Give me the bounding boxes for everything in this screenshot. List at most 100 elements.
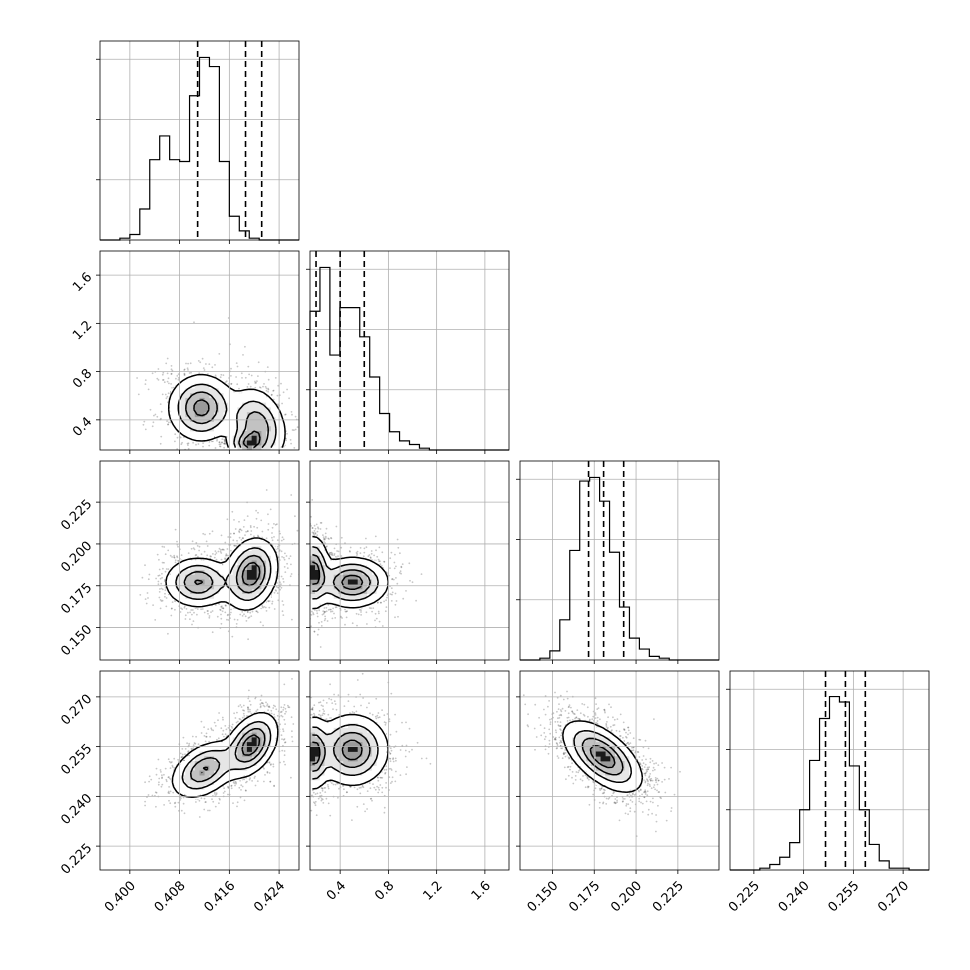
panel-frame (99, 250, 300, 451)
sample-point (293, 598, 295, 600)
sample-point (283, 485, 285, 487)
sample-point (291, 618, 293, 621)
sample-point (303, 566, 305, 568)
sample-point (214, 550, 217, 552)
sample-point (225, 553, 228, 555)
sample-point (216, 615, 219, 618)
sample-point (191, 609, 194, 611)
sample-point (360, 611, 362, 613)
sample-point (328, 538, 330, 540)
sample-point (218, 464, 220, 466)
sample-point (167, 392, 170, 395)
sample-point (139, 594, 142, 596)
sample-point (212, 455, 214, 457)
sample-point (199, 361, 202, 364)
sample-point (147, 388, 150, 391)
sample-point (213, 556, 216, 559)
sample-point (302, 556, 304, 558)
sample-point (251, 456, 253, 458)
sample-point (248, 458, 250, 460)
contour-line-3 (193, 399, 261, 449)
sample-point (375, 617, 378, 620)
sample-point (142, 423, 145, 426)
sample-point (207, 610, 209, 612)
sample-point (162, 371, 165, 374)
sample-point (195, 542, 198, 544)
sample-point (144, 598, 147, 600)
sample-point (254, 454, 256, 456)
sample-point (329, 552, 332, 554)
sample-point (160, 410, 163, 413)
sample-point (244, 452, 246, 454)
sample-point (304, 549, 306, 551)
sample-point (218, 441, 221, 443)
sample-point (280, 575, 283, 578)
sample-point (147, 578, 150, 581)
sample-point (322, 534, 324, 536)
sample-point (355, 612, 358, 615)
sample-point (281, 600, 284, 602)
sample-point (262, 385, 264, 388)
sample-point (303, 554, 305, 556)
sample-point (281, 462, 283, 464)
sample-point (331, 610, 334, 613)
sample-point (294, 614, 296, 616)
sample-point (223, 446, 226, 449)
sample-point (304, 559, 306, 561)
sample-point (306, 569, 308, 571)
sample-point (255, 517, 258, 520)
sample-point (301, 546, 303, 548)
sample-point (281, 610, 284, 613)
sample-point (244, 615, 247, 618)
sample-point (307, 597, 309, 599)
sample-point (198, 549, 201, 552)
sample-point (183, 606, 186, 609)
sample-point (195, 443, 197, 446)
sample-point (198, 372, 201, 375)
sample-point (335, 525, 338, 528)
sample-point (265, 456, 267, 458)
sample-point (272, 389, 275, 392)
sample-point (267, 453, 269, 455)
sample-point (300, 626, 302, 628)
sample-point (161, 599, 164, 602)
sample-point (183, 369, 186, 371)
sample-point (307, 583, 309, 585)
sample-point (291, 541, 293, 543)
sample-point (297, 614, 299, 616)
sample-point (303, 563, 305, 565)
sample-point (285, 509, 287, 511)
sample-point (170, 614, 173, 617)
sample-point (307, 541, 309, 543)
sample-point (325, 610, 328, 613)
sample-point (242, 354, 244, 356)
sample-point (415, 599, 417, 602)
contour-line-3 (194, 561, 261, 587)
sample-point (262, 606, 264, 609)
sample-point (250, 456, 252, 458)
sample-point (390, 600, 393, 602)
sample-point (240, 539, 243, 541)
sample-point (164, 589, 167, 592)
sample-point (325, 527, 328, 530)
panel-frame (519, 460, 720, 661)
sample-point (390, 551, 393, 554)
sample-point (171, 607, 173, 610)
sample-point (252, 452, 254, 454)
sample-point (286, 388, 288, 391)
sample-point (370, 550, 373, 552)
sample-point (174, 561, 177, 564)
sample-point (285, 462, 287, 464)
sample-point (304, 610, 306, 612)
sample-point (144, 383, 147, 385)
sample-point (202, 445, 204, 448)
sample-point (221, 438, 224, 440)
sample-point (282, 572, 284, 574)
sample-point (184, 618, 187, 620)
sample-point (308, 536, 310, 538)
sample-point (288, 397, 290, 400)
sample-point (268, 464, 270, 466)
sample-point (304, 602, 306, 604)
sample-point (241, 611, 244, 613)
sample-point (279, 532, 281, 535)
